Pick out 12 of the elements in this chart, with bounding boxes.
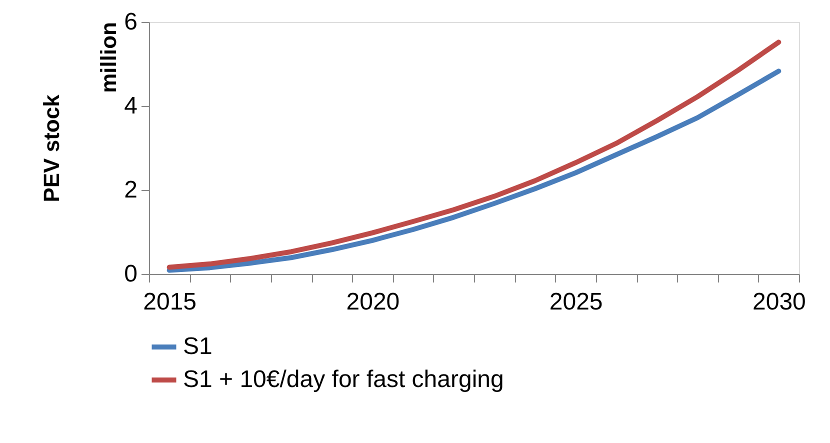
y-tick-label: 4 [124,92,138,120]
y-tick-label: 2 [124,176,138,204]
legend-label: S1 [183,333,212,360]
y-axis-title: PEV stock [39,94,64,202]
text: million [96,22,121,93]
y-tick-label: 0 [124,260,138,288]
legend-label: S1 + 10€/day for fast charging [183,366,504,393]
x-tick-label: 2015 [143,288,197,316]
x-tick-label: 2030 [752,288,806,316]
x-tick-label: 2020 [346,288,400,316]
x-tick-label: 2025 [549,288,603,316]
y-tick-label: 6 [124,8,138,36]
